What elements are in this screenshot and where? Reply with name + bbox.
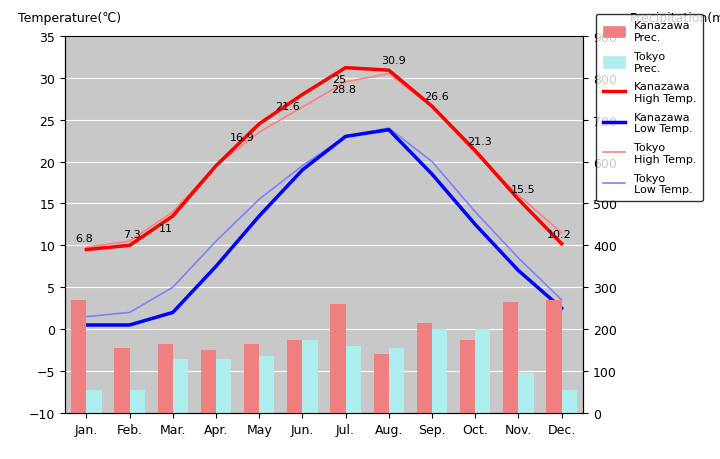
Bar xyxy=(417,323,432,413)
Text: 28.8: 28.8 xyxy=(331,85,356,95)
Text: 11: 11 xyxy=(159,223,174,233)
Bar xyxy=(259,357,274,413)
Text: 7.3: 7.3 xyxy=(123,229,140,239)
Bar xyxy=(114,348,130,413)
Text: Precipitation(mm): Precipitation(mm) xyxy=(630,12,720,25)
Bar xyxy=(287,340,302,413)
Bar xyxy=(173,359,188,413)
Legend: Kanazawa
Prec., Tokyo
Prec., Kanazawa
High Temp., Kanazawa
Low Temp., Tokyo
High: Kanazawa Prec., Tokyo Prec., Kanazawa Hi… xyxy=(596,15,703,202)
Text: 21.3: 21.3 xyxy=(467,136,492,146)
Bar xyxy=(562,390,577,413)
Bar xyxy=(330,304,346,413)
Bar xyxy=(201,350,216,413)
Bar xyxy=(546,300,562,413)
Text: 21.6: 21.6 xyxy=(275,102,300,112)
Bar xyxy=(158,344,173,413)
Text: 30.9: 30.9 xyxy=(381,56,405,66)
Bar xyxy=(216,359,231,413)
Bar xyxy=(460,340,475,413)
Bar xyxy=(71,300,86,413)
Text: 16.9: 16.9 xyxy=(230,133,254,143)
Bar xyxy=(389,348,404,413)
Text: 6.8: 6.8 xyxy=(76,233,93,243)
Bar xyxy=(244,344,259,413)
Text: 15.5: 15.5 xyxy=(510,185,535,195)
Bar xyxy=(346,346,361,413)
Bar xyxy=(518,373,534,413)
Bar xyxy=(475,330,490,413)
Text: 10.2: 10.2 xyxy=(547,229,572,239)
Bar xyxy=(302,340,318,413)
Bar xyxy=(503,302,518,413)
Text: 26.6: 26.6 xyxy=(424,92,449,102)
Bar xyxy=(130,390,145,413)
Bar xyxy=(432,330,447,413)
Text: Temperature(℃): Temperature(℃) xyxy=(18,12,121,25)
Bar xyxy=(374,354,389,413)
Text: 25: 25 xyxy=(332,75,346,85)
Bar xyxy=(86,390,102,413)
